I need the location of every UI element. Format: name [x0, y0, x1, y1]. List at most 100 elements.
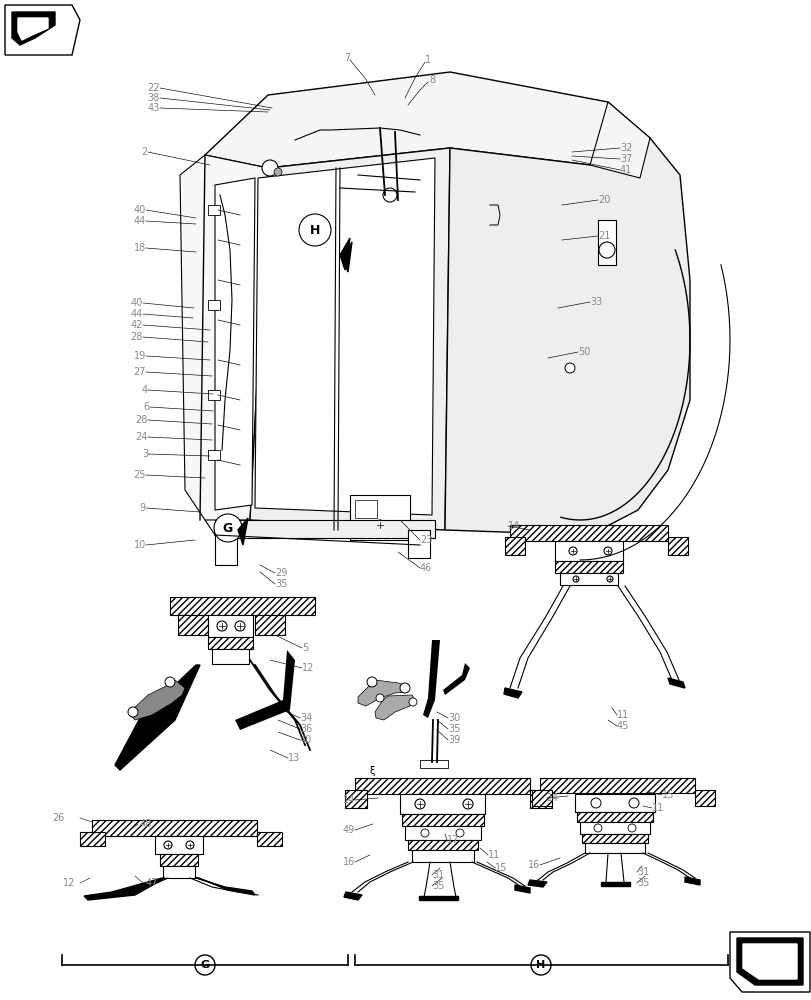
Text: 31: 31: [636, 867, 649, 877]
Bar: [411, 850, 474, 862]
Circle shape: [375, 694, 384, 702]
Polygon shape: [742, 944, 796, 979]
Text: H: H: [536, 960, 545, 970]
Bar: [169, 597, 315, 615]
Text: 29: 29: [275, 568, 287, 578]
Bar: [694, 790, 714, 806]
Polygon shape: [130, 680, 185, 720]
Text: 11: 11: [487, 850, 500, 860]
Text: 43: 43: [148, 103, 160, 113]
Text: 15: 15: [495, 863, 507, 873]
Text: 14: 14: [547, 793, 559, 803]
Bar: [178, 615, 208, 635]
Bar: [509, 525, 667, 541]
Polygon shape: [195, 878, 255, 895]
Text: 31: 31: [431, 870, 444, 880]
Text: 35: 35: [275, 579, 287, 589]
Text: 6: 6: [144, 402, 150, 412]
Circle shape: [164, 841, 172, 849]
Polygon shape: [341, 242, 351, 272]
Text: 50: 50: [577, 347, 590, 357]
Bar: [215, 520, 435, 538]
Text: 21: 21: [597, 231, 610, 241]
Text: 13: 13: [288, 753, 300, 763]
Text: 33: 33: [590, 297, 602, 307]
Text: 32: 32: [620, 143, 632, 153]
Bar: [577, 812, 652, 822]
Circle shape: [383, 188, 397, 202]
Text: 25: 25: [133, 470, 146, 480]
Text: 9: 9: [139, 503, 146, 513]
Polygon shape: [12, 12, 55, 45]
Polygon shape: [18, 18, 48, 40]
Text: 24: 24: [135, 432, 148, 442]
Circle shape: [590, 798, 600, 808]
Circle shape: [165, 677, 175, 687]
Polygon shape: [514, 885, 530, 893]
Circle shape: [298, 214, 331, 246]
Bar: [560, 573, 617, 585]
Text: 3: 3: [142, 449, 148, 459]
Text: 44: 44: [134, 216, 146, 226]
Bar: [257, 832, 281, 846]
Bar: [407, 840, 478, 850]
Text: 26: 26: [53, 813, 65, 823]
Circle shape: [573, 576, 578, 582]
Circle shape: [594, 824, 601, 832]
Text: 2: 2: [142, 147, 148, 157]
Text: 11: 11: [651, 803, 663, 813]
Text: 7: 7: [343, 53, 350, 63]
Bar: [584, 843, 644, 853]
Bar: [255, 615, 285, 635]
Polygon shape: [115, 665, 200, 770]
Circle shape: [128, 707, 138, 717]
Text: 28: 28: [131, 332, 143, 342]
Text: 15: 15: [661, 790, 674, 800]
Polygon shape: [238, 518, 247, 545]
Text: H: H: [310, 224, 320, 236]
Bar: [163, 866, 195, 878]
Bar: [539, 778, 694, 793]
Bar: [208, 300, 220, 310]
Text: 14: 14: [342, 795, 354, 805]
Bar: [504, 537, 525, 555]
Text: 41: 41: [620, 165, 632, 175]
Text: 46: 46: [419, 563, 431, 573]
Polygon shape: [215, 178, 255, 510]
Bar: [354, 500, 376, 518]
Text: 47: 47: [146, 878, 158, 888]
Polygon shape: [444, 138, 689, 535]
Polygon shape: [375, 695, 414, 720]
Circle shape: [603, 547, 611, 555]
Polygon shape: [600, 882, 629, 886]
Text: 19: 19: [134, 351, 146, 361]
Text: 42: 42: [131, 320, 143, 330]
Bar: [345, 790, 367, 808]
Bar: [80, 832, 105, 846]
Text: 20: 20: [597, 195, 610, 205]
Polygon shape: [504, 688, 521, 698]
Bar: [208, 615, 253, 637]
Text: 35: 35: [636, 878, 649, 888]
Text: 40: 40: [131, 298, 143, 308]
Circle shape: [627, 824, 635, 832]
Bar: [208, 637, 253, 649]
Bar: [581, 834, 647, 843]
Text: 28: 28: [135, 415, 148, 425]
Text: 12: 12: [302, 663, 314, 673]
Text: 35: 35: [431, 881, 444, 891]
Bar: [554, 561, 622, 573]
Bar: [574, 794, 654, 812]
Text: 16: 16: [527, 860, 539, 870]
Polygon shape: [204, 72, 649, 168]
Text: 16: 16: [342, 857, 354, 867]
Text: 40: 40: [134, 205, 146, 215]
Text: 23: 23: [419, 535, 431, 545]
Text: 30: 30: [448, 713, 460, 723]
Text: 8: 8: [428, 75, 435, 85]
Polygon shape: [590, 102, 649, 178]
Text: 44: 44: [131, 309, 143, 319]
Text: 27: 27: [133, 367, 146, 377]
Bar: [160, 854, 198, 866]
Text: 22: 22: [148, 83, 160, 93]
